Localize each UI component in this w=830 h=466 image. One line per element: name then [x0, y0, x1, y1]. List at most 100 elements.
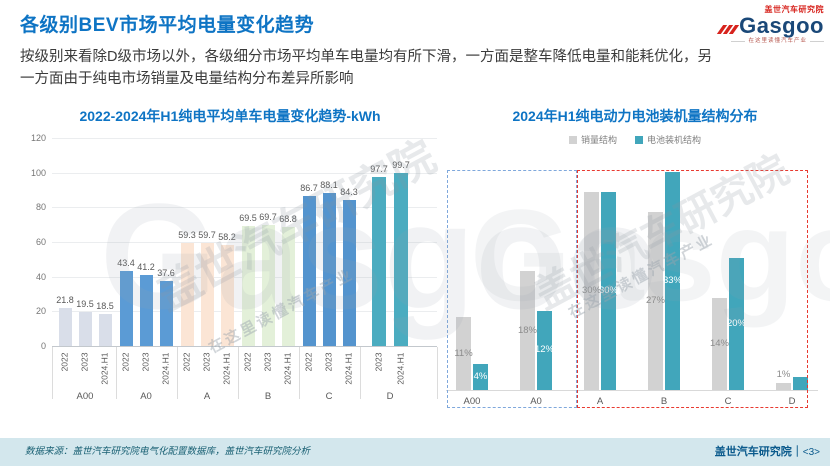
- bar-B-battery: [665, 172, 680, 390]
- legend-swatch-battery: [635, 136, 643, 144]
- x-axis-year-label: 2022: [120, 352, 131, 372]
- axis-group-separator: [176, 347, 178, 399]
- y-axis-tick-label: 120: [30, 133, 46, 143]
- bar-value-label: 41.2: [137, 261, 155, 272]
- x-axis-category-label: A00: [463, 396, 481, 407]
- footer-page-number: <3>: [802, 447, 820, 458]
- axis-group-separator: [437, 347, 438, 399]
- x-axis-group-label: B: [264, 391, 272, 402]
- chart-right-title: 2024年H1纯电动力电池装机量结构分布: [512, 108, 758, 124]
- y-axis-tick-label: 0: [40, 341, 46, 351]
- x-axis-category-label: A0: [530, 396, 542, 407]
- gridline: [52, 173, 437, 174]
- x-axis-year-label: 2024.H1: [99, 352, 110, 385]
- gridline: [52, 138, 437, 139]
- bar-value-label: 43.4: [117, 257, 135, 268]
- x-axis-year-label: 2022: [181, 352, 192, 372]
- logo-tagline-rule-left: [731, 41, 746, 43]
- gridline: [52, 207, 437, 208]
- x-axis-year-label: 2024.H1: [395, 352, 406, 385]
- legend-label-battery: 电池装机结构: [647, 135, 702, 145]
- bar-D-sales: [776, 383, 791, 390]
- bar-A0-battery: [537, 310, 552, 390]
- bar-pct-label: 30%: [581, 285, 601, 296]
- x-axis-year-label: 2022: [242, 352, 253, 372]
- bar-C-2024.H1: [342, 199, 356, 346]
- bar-pct-label: 27%: [645, 294, 665, 306]
- chart-left-plot: 0 20 40 60 80 100 120 21.8 2022 19.5 2023 18.5 2024.…: [20, 100, 440, 430]
- bar-value-label: 18.5: [96, 300, 114, 311]
- bar-value-label: 59.7: [198, 229, 216, 240]
- bar-A00-battery: [473, 363, 488, 390]
- x-axis-year-label: 2023: [323, 352, 334, 372]
- bar-value-label: 69.5: [239, 212, 257, 223]
- bar-value-label: 88.1: [320, 180, 338, 191]
- logo-tagline-text: 在这里读懂汽车产业: [748, 38, 807, 44]
- logo-tagline-rule-right: [810, 41, 824, 43]
- footer-source: 数据来源：盖世汽车研究院电气化配置数据库，盖世汽车研究院分析: [25, 446, 311, 457]
- x-axis-category-label: D: [788, 396, 796, 407]
- bar-B-sales: [648, 211, 663, 390]
- x-axis-group-label: D: [386, 391, 394, 402]
- bar-A0-2024.H1: [159, 280, 173, 346]
- bar-A0-2023: [139, 274, 153, 346]
- axis-group-separator: [52, 347, 53, 399]
- axis-group-separator: [298, 347, 300, 399]
- bar-pct-label: 11%: [454, 347, 473, 359]
- x-axis-year-label: 2023: [373, 352, 384, 372]
- x-axis-category-label: B: [660, 396, 668, 407]
- x-axis-year-label: 2022: [59, 352, 70, 372]
- x-axis-year-label: 2024.H1: [343, 352, 354, 385]
- bar-value-label: 99.7: [392, 160, 410, 171]
- bar-A-battery: [601, 192, 616, 390]
- x-axis-group-label: C: [325, 391, 333, 402]
- logo-brand: Gasgoo: [739, 13, 824, 38]
- x-axis-year-label: 2024.H1: [221, 352, 232, 385]
- bar-B-2023: [261, 225, 275, 346]
- bar-value-label: 59.3: [178, 230, 196, 241]
- x-axis-year-label: 2023: [79, 352, 90, 372]
- footer-org-page: 盖世汽车研究院｜<3>: [715, 438, 820, 466]
- bar-pct-label: 33%: [662, 275, 682, 287]
- chart-right-plot: 11% 4% A00 18% 12% A0 30% 30% A 27% 33% B 14% 20% C 1% D: [440, 100, 830, 430]
- bar-A0-2022: [119, 270, 133, 346]
- bar-D-battery: [793, 376, 808, 390]
- bar-pct-label: 4%: [473, 370, 488, 382]
- bar-value-label: 69.7: [259, 212, 277, 223]
- x-axis-year-label: 2024.H1: [160, 352, 171, 385]
- axis-group-separator: [115, 347, 117, 399]
- logo-slashes-icon: [716, 25, 740, 34]
- bar-pct-label: 20%: [726, 318, 746, 329]
- highlight-box-red: [577, 170, 808, 408]
- bar-pct-label: 14%: [709, 337, 729, 349]
- legend-label-sales: 销量结构: [580, 135, 617, 145]
- bar-D-2024.H1: [394, 173, 408, 346]
- axis-group-separator: [359, 347, 361, 399]
- highlight-box-blue: [447, 170, 577, 408]
- bar-D-2023: [372, 176, 386, 346]
- footer-divider: ｜: [791, 446, 803, 458]
- x-axis-year-label: 2023: [262, 352, 273, 372]
- bar-value-label: 68.8: [279, 213, 297, 224]
- bar-C-battery: [729, 258, 744, 390]
- bar-value-label: 84.3: [340, 186, 358, 197]
- chart-right-legend: 销量结构 电池装机结构: [440, 133, 830, 146]
- bar-value-label: 97.7: [370, 163, 388, 174]
- legend-swatch-sales: [568, 136, 577, 144]
- logo-tagline: 在这里读懂汽车产业: [728, 38, 824, 45]
- bar-pct-label: 1%: [776, 369, 791, 381]
- bar-A-2023: [200, 242, 214, 346]
- page-description: 按级别来看除D级市场以外，各级细分市场平均单车电量均有所下滑，一方面是整车降低电…: [20, 46, 810, 90]
- bar-A00-2024.H1: [98, 313, 112, 346]
- legend-item-sales: 销量结构: [568, 133, 617, 146]
- bar-pct-label: 12%: [534, 344, 554, 356]
- footer-bar: 数据来源：盖世汽车研究院电气化配置数据库，盖世汽车研究院分析 盖世汽车研究院｜<…: [0, 438, 830, 466]
- bar-value-label: 37.6: [157, 267, 175, 278]
- bar-value-label: 21.8: [56, 295, 74, 306]
- y-axis-tick-label: 40: [35, 271, 46, 282]
- x-axis-year-label: 2022: [303, 352, 314, 372]
- chart-right-structure: 2024年H1纯电动力电池装机量结构分布 销量结构 电池装机结构 11% 4% A0…: [440, 100, 830, 430]
- logo-badge: 盖世汽车研究院: [764, 5, 824, 14]
- x-axis-year-label: 2023: [201, 352, 212, 372]
